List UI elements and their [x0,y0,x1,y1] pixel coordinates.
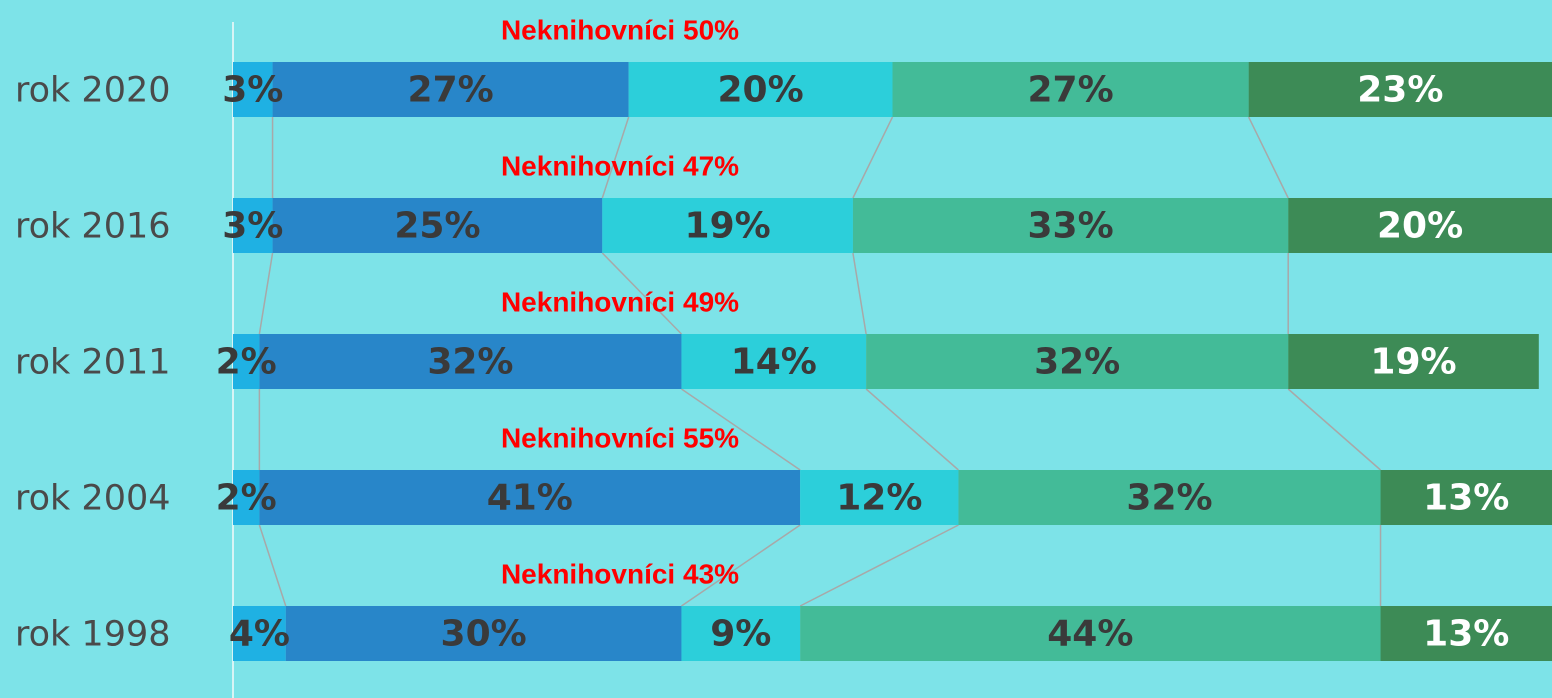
category-label: rok 2016 [15,207,171,247]
annotation: Neknihovníci 47% [501,150,739,181]
connector [852,252,867,335]
value-label: 30% [441,614,527,655]
value-label: 19% [1370,342,1456,383]
bar-segment [958,470,1381,525]
value-label: 33% [1027,206,1113,247]
value-label: 3% [222,70,283,111]
value-label: 12% [836,478,922,519]
bar-segment [233,334,260,389]
bar-segment [1248,62,1552,117]
annotation: Neknihovníci 49% [501,286,739,317]
value-label: 27% [408,70,494,111]
bar-segment [272,198,603,253]
category-label: rok 2004 [15,479,171,519]
bar-segment [800,606,1381,661]
bar-segment [628,62,893,117]
value-label: 32% [1126,478,1212,519]
connector [852,116,894,199]
connector [1287,388,1382,471]
bar-segment [272,62,629,117]
connector [258,524,287,607]
bar-segment [259,334,682,389]
connector [601,252,682,335]
connector [799,524,959,607]
bar-segment [1380,606,1552,661]
connector [1247,116,1289,199]
bar-segment [285,606,682,661]
value-label: 44% [1047,614,1133,655]
value-label: 20% [1377,206,1463,247]
bar-segment [602,198,853,253]
value-label: 32% [1034,342,1120,383]
bar-segment [800,470,959,525]
bar-segment [681,606,801,661]
bar-segment [1288,198,1552,253]
bar-segment [892,62,1249,117]
bar-segment [866,334,1289,389]
bar-segment [681,334,867,389]
value-label: 4% [229,614,290,655]
annotation: Neknihovníci 43% [501,558,739,589]
category-label: rok 1998 [15,615,171,655]
value-label: 32% [427,342,513,383]
bar-segment [1380,470,1552,525]
category-label: rok 2020 [15,71,171,111]
connector [601,116,630,199]
value-label: 13% [1423,614,1509,655]
bar-segment [233,470,260,525]
value-label: 23% [1357,70,1443,111]
bar-segment [259,470,801,525]
value-label: 2% [216,478,277,519]
value-label: 20% [718,70,804,111]
connector [681,524,801,607]
value-label: 9% [710,614,771,655]
bar-segment [852,198,1289,253]
value-label: 14% [731,342,817,383]
bar-segment [233,606,286,661]
value-label: 13% [1423,478,1509,519]
value-label: 2% [216,342,277,383]
category-label: rok 2011 [15,343,171,383]
bar-segment [1288,334,1539,389]
annotation: Neknihovníci 55% [501,422,739,453]
connector [681,388,801,471]
value-label: 41% [487,478,573,519]
value-label: 27% [1027,70,1113,111]
bar-segment [233,198,273,253]
connector [258,252,274,335]
connector [865,388,959,471]
annotation: Neknihovníci 50% [501,14,739,45]
bar-segment [233,62,273,117]
value-label: 19% [685,206,771,247]
value-label: 25% [394,206,480,247]
value-label: 3% [222,206,283,247]
